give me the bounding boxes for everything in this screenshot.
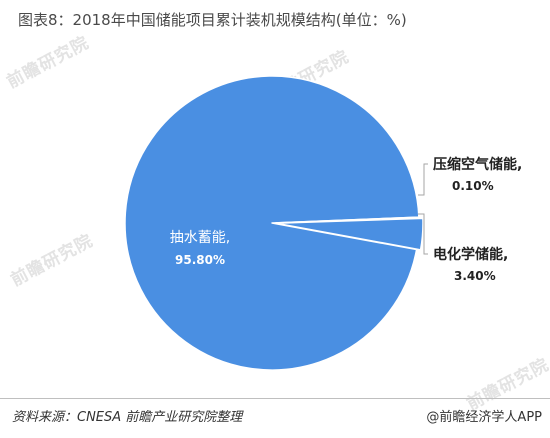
slice-value-label: 0.10% [452, 179, 494, 193]
brand-credit: @前瞻经济学人APP [426, 410, 542, 425]
footer-divider [0, 398, 550, 399]
chart-title: 图表8：2018年中国储能项目累计装机规模结构(单位：%) [18, 11, 407, 29]
source-note: 资料来源：CNESA 前瞻产业研究院整理 [12, 410, 243, 425]
pie-slice [275, 216, 424, 224]
pie-slice [124, 75, 420, 371]
slice-label: 抽水蓄能, [170, 230, 230, 246]
slice-label: 压缩空气储能, [433, 156, 522, 173]
slice-label: 电化学储能, [433, 246, 508, 263]
leader-line [418, 163, 428, 196]
slice-value-label: 3.40% [454, 269, 496, 283]
leader-line [418, 213, 428, 255]
pie-chart: 抽水蓄能, 95.80% 电化学储能, 3.40% 压缩空气储能, 0.10% [124, 75, 522, 371]
slice-value-label: 95.80% [175, 253, 225, 267]
